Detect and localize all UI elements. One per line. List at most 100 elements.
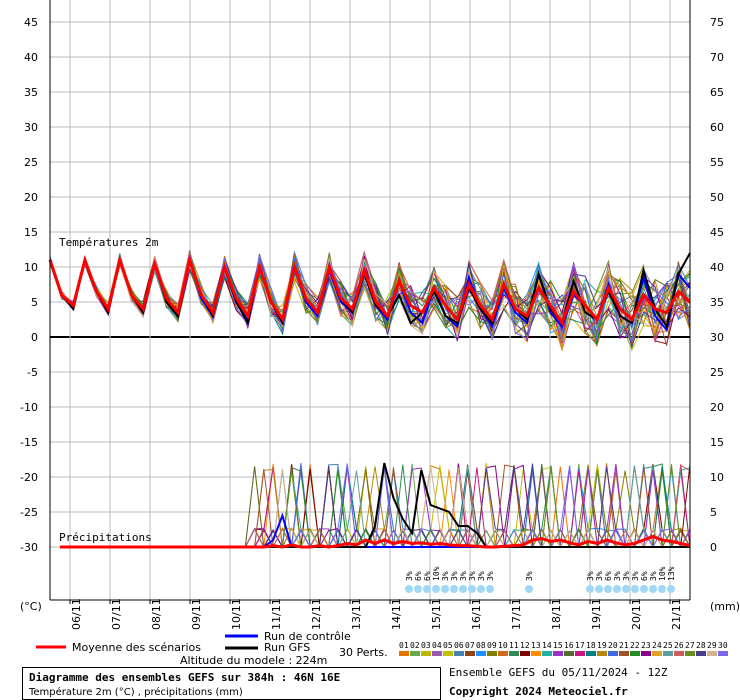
snowflake-icon — [649, 585, 657, 593]
snow-percent: 6% — [414, 571, 423, 581]
copyright: Copyright 2024 Meteociel.fr — [449, 685, 628, 698]
left-tick-label: -30 — [20, 541, 38, 554]
left-tick-label: 30 — [24, 121, 38, 134]
snow-percent: 6% — [423, 571, 432, 581]
snow-percent: 10% — [658, 566, 667, 581]
right-tick-label: 15 — [710, 436, 724, 449]
member-number: 02 — [410, 641, 420, 650]
member-color-swatch — [718, 651, 728, 656]
left-tick-label: 20 — [24, 191, 38, 204]
snowflake-icon — [423, 585, 431, 593]
snowflake-icon — [468, 585, 476, 593]
left-tick-label: 15 — [24, 226, 38, 239]
temperature-label: Températures 2m — [59, 236, 159, 249]
member-number: 27 — [685, 641, 695, 650]
snow-percent: 3% — [441, 571, 450, 581]
snowflake-icon — [450, 585, 458, 593]
date-label: 12/11 — [310, 598, 323, 630]
left-tick-label: 10 — [24, 261, 38, 274]
right-tick-label: 5 — [710, 506, 717, 519]
member-color-swatch — [432, 651, 442, 656]
snow-percent: 3% — [405, 571, 414, 581]
snowflake-icon — [486, 585, 494, 593]
snow-percent: 3% — [459, 571, 468, 581]
member-color-swatch — [597, 651, 607, 656]
right-tick-label: 30 — [710, 331, 724, 344]
perturbations-label: 30 Perts. — [339, 646, 388, 659]
right-tick-label: 40 — [710, 261, 724, 274]
right-axis-unit: (mm) — [710, 600, 740, 613]
member-number: 25 — [663, 641, 673, 650]
right-tick-label: 70 — [710, 51, 724, 64]
member-number: 18 — [586, 641, 596, 650]
member-number: 29 — [707, 641, 717, 650]
date-label: 20/11 — [630, 598, 643, 630]
footer-title-box: Diagramme des ensembles GEFS sur 384h : … — [22, 667, 441, 700]
snowflake-icon — [658, 585, 666, 593]
member-number: 03 — [421, 641, 431, 650]
member-color-swatch — [696, 651, 706, 656]
snow-percent: 3% — [525, 571, 534, 581]
member-number: 30 — [718, 641, 728, 650]
date-label: 21/11 — [670, 598, 683, 630]
member-color-swatch — [586, 651, 596, 656]
snow-probability-markers: 3% 6% 6% 10% 3% 3% 3% 3% 3% 3% 3% 3% 3% 6% 3% 3% 3% 6% 3% 1… — [405, 566, 676, 593]
member-number: 10 — [498, 641, 508, 650]
member-number: 13 — [531, 641, 541, 650]
member-color-swatch — [399, 651, 409, 656]
snow-percent: 6% — [604, 571, 613, 581]
legend-mean-label: Moyenne des scénarios — [72, 641, 201, 654]
member-number: 11 — [509, 641, 519, 650]
left-axis-unit: (°C) — [20, 600, 42, 613]
left-tick-label: 40 — [24, 51, 38, 64]
legend-gfs-label: Run GFS — [264, 641, 310, 654]
member-number: 14 — [542, 641, 552, 650]
member-color-swatch — [630, 651, 640, 656]
date-label: 16/11 — [470, 598, 483, 630]
right-tick-label: 45 — [710, 226, 724, 239]
snowflake-icon — [525, 585, 533, 593]
date-label: 18/11 — [550, 598, 563, 630]
member-number: 20 — [608, 641, 618, 650]
right-tick-label: 25 — [710, 366, 724, 379]
snow-percent: 6% — [640, 571, 649, 581]
member-color-swatch — [674, 651, 684, 656]
right-tick-label: 35 — [710, 296, 724, 309]
date-label: 19/11 — [590, 598, 603, 630]
member-color-swatch — [663, 651, 673, 656]
snowflake-icon — [631, 585, 639, 593]
member-number: 08 — [476, 641, 486, 650]
snowflake-icon — [613, 585, 621, 593]
left-tick-label: -10 — [20, 401, 38, 414]
member-number: 23 — [641, 641, 651, 650]
left-tick-label: 0 — [31, 331, 38, 344]
right-tick-label: 0 — [710, 541, 717, 554]
legend: Moyenne des scénarios Run de contrôleRun … — [36, 630, 728, 667]
left-tick-label: -25 — [20, 506, 38, 519]
member-color-swatch — [707, 651, 717, 656]
left-tick-label: 35 — [24, 86, 38, 99]
member-color-swatch — [531, 651, 541, 656]
member-color-swatch — [487, 651, 497, 656]
date-label: 10/11 — [230, 598, 243, 630]
date-label: 13/11 — [350, 598, 363, 630]
date-label: 15/11 — [430, 598, 443, 630]
member-color-swatch — [553, 651, 563, 656]
date-label: 09/11 — [190, 598, 203, 630]
snow-percent: 3% — [595, 571, 604, 581]
snow-percent: 3% — [586, 571, 595, 581]
date-label: 14/11 — [390, 598, 403, 630]
snowflake-icon — [441, 585, 449, 593]
member-color-swatch — [454, 651, 464, 656]
ensemble-info: Ensemble GEFS du 05/11/2024 - 12Z — [449, 666, 668, 679]
right-tick-label: 60 — [710, 121, 724, 134]
left-tick-label: 25 — [24, 156, 38, 169]
left-tick-label: -5 — [27, 366, 38, 379]
snowflake-icon — [405, 585, 413, 593]
member-color-swatch — [498, 651, 508, 656]
right-tick-label: 20 — [710, 401, 724, 414]
snow-percent: 3% — [613, 571, 622, 581]
right-tick-label: 75 — [710, 16, 724, 29]
snowflake-icon — [622, 585, 630, 593]
